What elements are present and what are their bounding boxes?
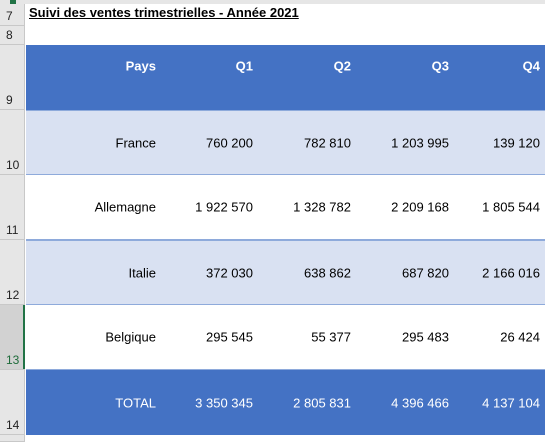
- cell-country[interactable]: France: [115, 135, 156, 150]
- total-q3[interactable]: 4 396 466: [391, 395, 449, 410]
- row-15[interactable]: [0, 435, 545, 442]
- cell-q4[interactable]: 26 424: [500, 329, 540, 345]
- cell-q2[interactable]: 55 377: [311, 329, 351, 345]
- row-11-cells: Allemagne 1 922 570 1 328 782 2 209 168 …: [26, 175, 545, 240]
- row-14-cells: TOTAL 3 350 345 2 805 831 4 396 466 4 13…: [26, 370, 545, 435]
- row-7[interactable]: 7 Suivi des ventes trimestrielles - Anné…: [0, 4, 545, 26]
- row-header-10[interactable]: 10: [0, 110, 25, 175]
- row-11[interactable]: 11 Allemagne 1 922 570 1 328 782 2 209 1…: [0, 175, 545, 240]
- table-row: Belgique 295 545 55 377 295 483 26 424: [26, 305, 545, 370]
- cell-country[interactable]: Allemagne: [94, 199, 156, 215]
- row-header-12[interactable]: 12: [0, 240, 25, 305]
- row-number: 14: [6, 418, 20, 432]
- table-row: France 760 200 782 810 1 203 995 139 120: [26, 110, 545, 175]
- row-12[interactable]: 12 Italie 372 030 638 862 687 820 2 166 …: [0, 240, 545, 305]
- row-number: 12: [6, 288, 20, 302]
- row-header-8[interactable]: 8: [0, 26, 25, 45]
- cell-country[interactable]: Belgique: [105, 329, 156, 345]
- header-q4[interactable]: Q4: [522, 58, 540, 74]
- cell-q3[interactable]: 687 820: [402, 265, 449, 280]
- row-10[interactable]: 10 France 760 200 782 810 1 203 995 139 …: [0, 110, 545, 175]
- row-header-11[interactable]: 11: [0, 175, 25, 240]
- total-row: TOTAL 3 350 345 2 805 831 4 396 466 4 13…: [26, 370, 545, 435]
- cell-q1[interactable]: 295 545: [206, 329, 253, 345]
- selection-marker: [10, 0, 16, 4]
- row-number: 10: [6, 158, 20, 172]
- cell-q1[interactable]: 760 200: [206, 135, 253, 150]
- row-14[interactable]: 14 TOTAL 3 350 345 2 805 831 4 396 466 4…: [0, 370, 545, 435]
- table-row: Allemagne 1 922 570 1 328 782 2 209 168 …: [26, 175, 545, 240]
- row-10-cells: France 760 200 782 810 1 203 995 139 120: [26, 110, 545, 175]
- total-q1[interactable]: 3 350 345: [195, 395, 253, 410]
- row-15-cells: [26, 435, 545, 442]
- row-9-cells: Pays Q1 Q2 Q3 Q4: [26, 45, 545, 110]
- cell-q3[interactable]: 1 203 995: [391, 135, 449, 150]
- cell-q2[interactable]: 1 328 782: [293, 199, 351, 215]
- row-header-9[interactable]: 9: [0, 45, 25, 110]
- cell-q2[interactable]: 782 810: [304, 135, 351, 150]
- header-country[interactable]: Pays: [125, 58, 156, 74]
- row-8[interactable]: 8: [0, 26, 545, 45]
- header-q2[interactable]: Q2: [333, 58, 351, 74]
- sheet-title[interactable]: Suivi des ventes trimestrielles - Année …: [29, 5, 299, 20]
- row-number: 13: [6, 353, 20, 367]
- total-q2[interactable]: 2 805 831: [293, 395, 351, 410]
- cell-country[interactable]: Italie: [128, 265, 156, 280]
- row-number: 7: [6, 9, 13, 23]
- table-row: Italie 372 030 638 862 687 820 2 166 016: [26, 240, 545, 305]
- row-header-14[interactable]: 14: [0, 370, 25, 435]
- cell-q4[interactable]: 2 166 016: [482, 265, 540, 280]
- row-header-13[interactable]: 13: [0, 305, 25, 370]
- cell-q1[interactable]: 372 030: [206, 265, 253, 280]
- row-header-15[interactable]: [0, 435, 25, 442]
- cell-q3[interactable]: 2 209 168: [391, 199, 449, 215]
- row-13[interactable]: 13 Belgique 295 545 55 377 295 483 26 42…: [0, 305, 545, 370]
- header-q3[interactable]: Q3: [431, 58, 449, 74]
- cell-q1[interactable]: 1 922 570: [195, 199, 253, 215]
- row-13-cells: Belgique 295 545 55 377 295 483 26 424: [26, 305, 545, 370]
- row-7-cells: Suivi des ventes trimestrielles - Année …: [26, 4, 545, 26]
- cell-q2[interactable]: 638 862: [304, 265, 351, 280]
- cell-q4[interactable]: 139 120: [493, 135, 540, 150]
- row-12-cells: Italie 372 030 638 862 687 820 2 166 016: [26, 240, 545, 305]
- total-label[interactable]: TOTAL: [115, 395, 156, 410]
- header-q1[interactable]: Q1: [235, 58, 253, 74]
- row-number: 8: [6, 28, 13, 42]
- top-edge: [0, 0, 545, 4]
- row-9[interactable]: 9 Pays Q1 Q2 Q3 Q4: [0, 45, 545, 110]
- row-8-cells: [26, 26, 545, 45]
- cell-q3[interactable]: 295 483: [402, 329, 449, 345]
- row-header-7[interactable]: 7: [0, 4, 25, 26]
- row-number: 9: [6, 93, 13, 107]
- cell-q4[interactable]: 1 805 544: [482, 199, 540, 215]
- row-number: 11: [6, 223, 19, 237]
- table-header: Pays Q1 Q2 Q3 Q4: [26, 45, 545, 110]
- total-q4[interactable]: 4 137 104: [482, 395, 540, 410]
